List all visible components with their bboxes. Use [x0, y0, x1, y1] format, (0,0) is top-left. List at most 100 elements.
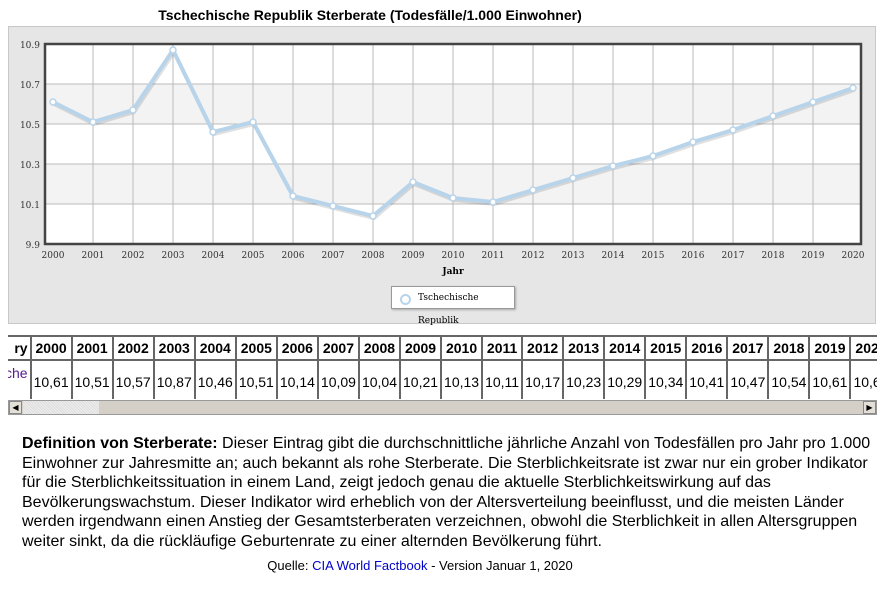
table-header-year: 2008	[357, 335, 402, 361]
y-tick-label: 10.5	[20, 121, 40, 131]
x-tick-label: 2009	[402, 251, 425, 261]
table-header-year: 2019	[808, 335, 852, 361]
table-cell-value: 10,61	[808, 359, 852, 399]
x-tick-label: 2011	[482, 251, 505, 261]
scroll-right-icon[interactable]: ▶	[863, 401, 876, 414]
x-tick-label: 2003	[162, 251, 185, 261]
data-point	[249, 118, 257, 126]
table-cell-value: 10,11	[481, 359, 524, 399]
data-point	[769, 112, 777, 120]
data-point	[169, 46, 177, 54]
x-tick-label: 2019	[802, 251, 825, 261]
data-point	[649, 152, 657, 160]
data-point	[529, 186, 537, 194]
table-header-year: 2001	[70, 335, 114, 361]
y-tick-label: 10.7	[20, 81, 40, 91]
table-header-year: 2007	[316, 335, 360, 361]
table-cell-value: 10,46	[193, 359, 237, 399]
data-point	[289, 192, 297, 200]
x-tick-label: 2018	[762, 251, 785, 261]
scroll-thumb[interactable]	[23, 401, 99, 414]
y-tick-label: 9.9	[26, 241, 41, 251]
data-point	[729, 126, 737, 134]
table-header-year: 2000	[29, 335, 73, 361]
x-tick-label: 2007	[322, 251, 345, 261]
definition-text: Dieser Eintrag gibt die durchschnittlich…	[22, 435, 871, 550]
table-header-year: 2010	[440, 335, 484, 361]
table-cell-value: 10,41	[685, 359, 729, 399]
x-tick-label: 2016	[682, 251, 705, 261]
table-cell-value: 10,51	[234, 359, 278, 399]
chart-title: Tschechische Republik Sterberate (Todesf…	[158, 7, 582, 23]
x-tick-label: 2008	[362, 251, 385, 261]
y-tick-label: 10.3	[20, 161, 40, 171]
legend[interactable]: Tschechische Republik	[391, 286, 515, 326]
table-cell-value: 10,34	[644, 359, 688, 399]
plot-border	[43, 42, 863, 246]
table-cell-value: 10,14	[275, 359, 319, 399]
x-tick-label: 2017	[722, 251, 745, 261]
table-cell-value: 10,21	[398, 359, 443, 399]
data-point	[849, 84, 857, 92]
table-header-year: 2012	[521, 335, 565, 361]
y-tick-label: 10.9	[20, 41, 40, 51]
x-axis-label: Jahr	[441, 267, 464, 277]
definition: Definition von Sterberate: Dieser Eintra…	[22, 434, 872, 551]
data-point	[609, 162, 617, 170]
table-cell-value: 10,04	[357, 359, 402, 399]
x-tick-label: 2020	[842, 251, 865, 261]
table-cell-value: 10,13	[440, 359, 484, 399]
line-chart: 9.9 10.1 10.3 10.5 10.7 10.9 2000 2001 2002 2003 2…	[20, 41, 865, 277]
horizontal-scrollbar[interactable]: ◀ ▶	[8, 400, 877, 415]
table-cell-value: 10,09	[316, 359, 360, 399]
data-point	[89, 118, 97, 126]
table-cell-value: 10,57	[111, 359, 155, 399]
table-header-year: 2011	[481, 335, 524, 361]
x-tick-label: 2014	[602, 251, 625, 261]
data-point	[209, 128, 217, 136]
data-table: ry 2000 2001 2002 2003 2004 2005 2006 2007 2008 20…	[8, 335, 877, 399]
x-tick-label: 2013	[562, 251, 585, 261]
table-cell-value: 10,51	[70, 359, 114, 399]
scroll-left-icon[interactable]: ◀	[9, 401, 22, 414]
table-cell-value: 10,61	[29, 359, 73, 399]
table-header-year: 2003	[152, 335, 196, 361]
source-link[interactable]: CIA World Factbook	[312, 558, 428, 573]
definition-term: Definition von Sterberate:	[22, 435, 218, 452]
x-tick-label: 2015	[642, 251, 665, 261]
source-version: - Version Januar 1, 2020	[427, 558, 573, 573]
x-tick-label: 2002	[122, 251, 145, 261]
table-header-year: 2014	[603, 335, 647, 361]
x-tick-label: 2006	[282, 251, 305, 261]
data-point	[49, 98, 57, 106]
x-tick-label: 2012	[522, 251, 545, 261]
data-point	[369, 212, 377, 220]
table-header-year: 2020	[849, 335, 877, 361]
table-header-year: 2016	[685, 335, 729, 361]
x-tick-label: 2000	[42, 251, 65, 261]
legend-label: Tschechische Republik	[418, 293, 479, 326]
x-tick-label: 2004	[202, 251, 225, 261]
table-cell-value: 10,87	[152, 359, 196, 399]
x-tick-label: 2010	[442, 251, 465, 261]
table-header-year: 2015	[644, 335, 688, 361]
x-tick-label: 2001	[82, 251, 105, 261]
data-point	[129, 106, 137, 114]
table-cell-value: 10,47	[726, 359, 770, 399]
table-header-year: 2018	[767, 335, 811, 361]
data-point	[809, 98, 817, 106]
data-point	[689, 138, 697, 146]
y-tick-label: 10.1	[20, 201, 40, 211]
data-point	[409, 178, 417, 186]
table-cell-value: 10,54	[767, 359, 811, 399]
table-cell-value: 10,68	[849, 359, 877, 399]
x-tick-label: 2005	[242, 251, 265, 261]
table-row-country: sche	[8, 359, 32, 399]
table-header-year: 2013	[562, 335, 606, 361]
source-label: Quelle:	[267, 558, 313, 573]
table-header-year: 2017	[726, 335, 770, 361]
data-point	[489, 198, 497, 206]
source: Quelle: CIA World Factbook - Version Jan…	[0, 558, 840, 573]
table-header-country: ry	[8, 335, 32, 361]
table-header-year: 2009	[398, 335, 443, 361]
